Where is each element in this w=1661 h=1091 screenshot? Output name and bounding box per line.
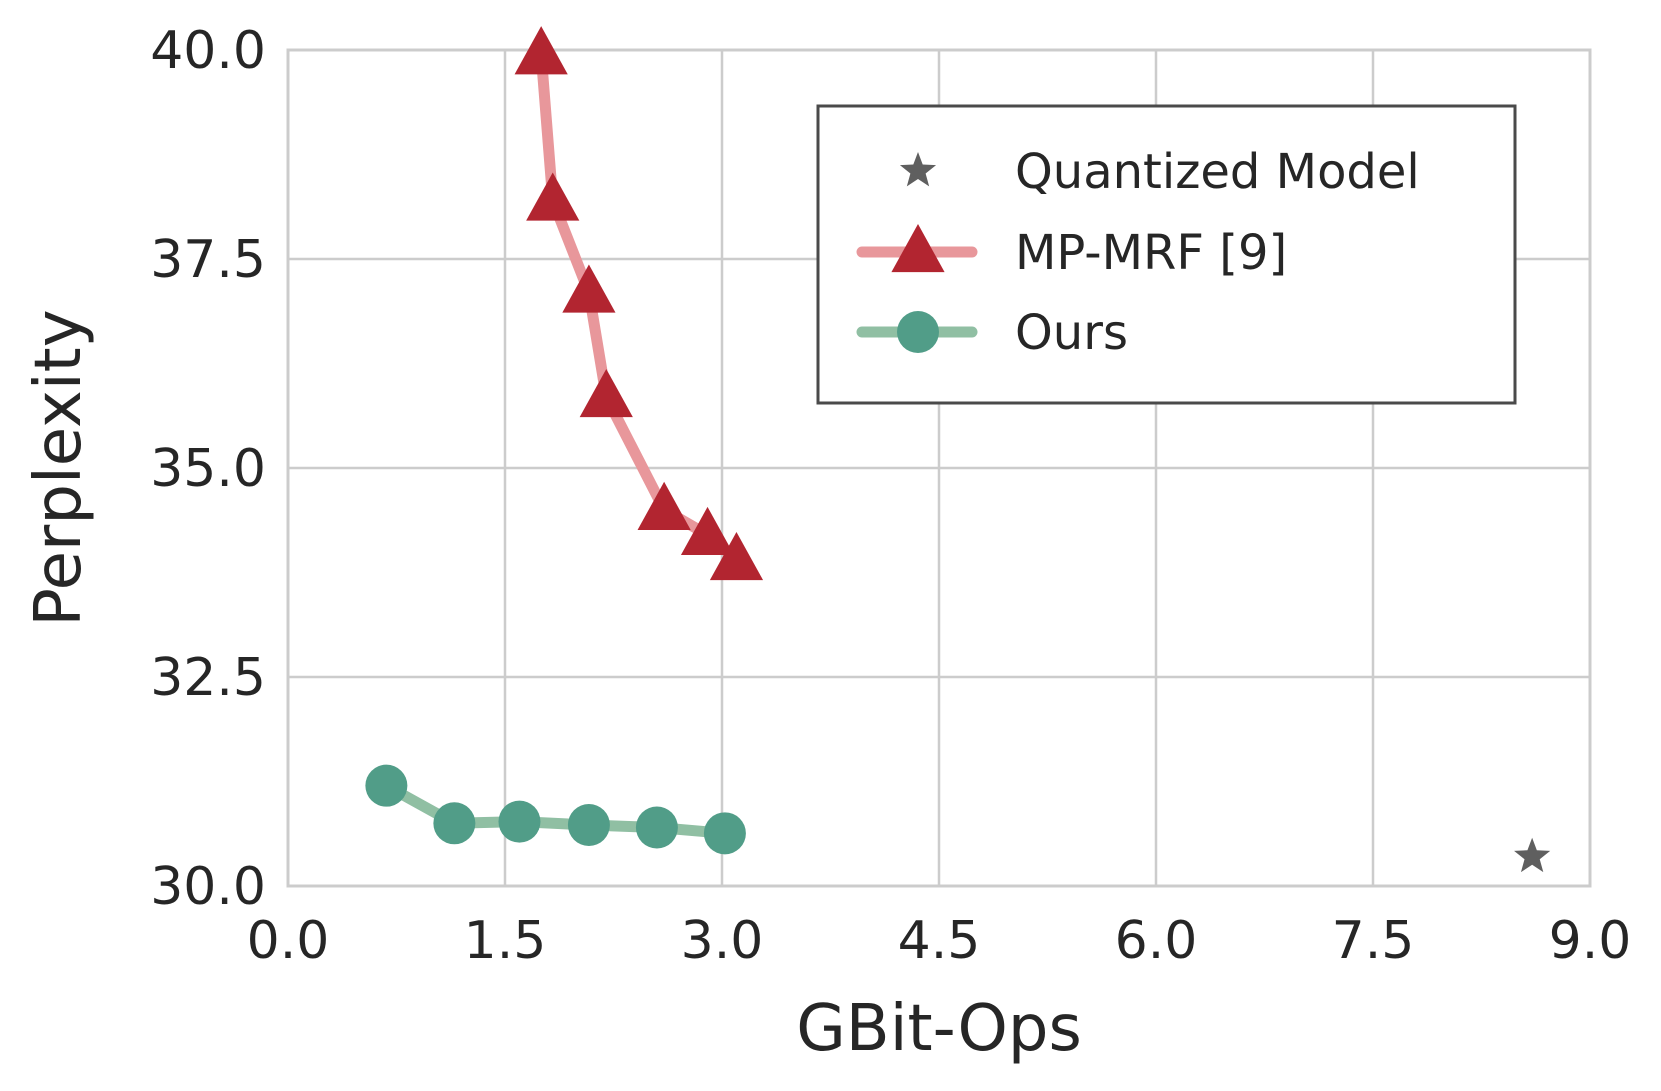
series-circle-group [365,764,746,855]
y-tick-label: 40.0 [150,21,266,81]
data-point-circle [433,802,476,845]
x-tick-label: 3.0 [681,911,764,971]
series-layer [365,26,1551,873]
data-point-triangle [562,264,616,313]
x-tick-label: 7.5 [1332,911,1415,971]
y-tick-labels: 30.0 32.5 35.0 37.5 40.0 [150,21,266,917]
legend-label: Quantized Model [1015,144,1420,200]
x-tick-label: 1.5 [464,911,547,971]
plot-frame [286,48,1592,888]
data-point-circle [703,812,746,855]
data-point-triangle [680,506,735,556]
data-point-triangle [637,481,691,530]
data-point-triangle [579,368,633,418]
legend-items: Quantized Model MP-MRF [9] Ours [856,144,1420,361]
legend-marker-triangle [891,224,945,273]
data-point-triangle [709,531,764,581]
x-tick-label: 9.0 [1549,911,1632,971]
y-tick-label: 35.0 [150,439,266,499]
legend-label: Ours [1015,305,1128,361]
x-tick-label: 4.5 [898,911,981,971]
data-point-triangle [526,172,580,221]
data-point-circle [567,803,610,846]
y-tick-label: 37.5 [150,230,266,290]
y-tick-label: 32.5 [150,648,266,708]
x-tick-label: 6.0 [1115,911,1198,971]
legend: Quantized Model MP-MRF [9] Ours [816,104,1517,405]
data-point-circle [635,806,678,849]
y-axis-label: Perplexity [22,309,96,626]
x-axis-label: GBit-Ops [796,992,1082,1066]
y-tick-label: 30.0 [150,857,266,917]
x-tick-labels: 0.0 1.5 3.0 4.5 6.0 7.5 9.0 [247,911,1632,971]
legend-marker-star [899,152,937,187]
data-point-circle [498,800,541,843]
data-point-triangle [514,26,568,75]
series-triangle-group [514,26,764,581]
data-point-star [1514,837,1551,873]
data-point-circle [365,764,408,807]
x-tick-label: 0.0 [247,911,330,971]
series-star-group [1514,837,1551,873]
legend-label: MP-MRF [9] [1015,225,1287,281]
legend-marker-circle [897,311,939,353]
